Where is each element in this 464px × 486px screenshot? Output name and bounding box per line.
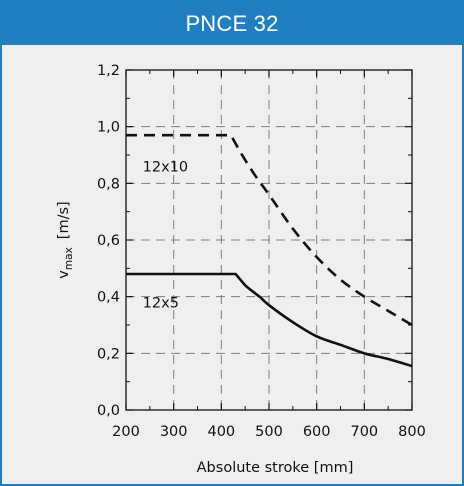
y-axis-label-sub: max — [63, 247, 75, 270]
y-tick-label: 0,8 — [97, 176, 120, 192]
y-tick-label: 0,0 — [97, 403, 120, 419]
y-tick-label: 1,2 — [97, 63, 120, 79]
x-tick-label: 400 — [207, 424, 235, 440]
x-tick-label: 200 — [112, 424, 140, 440]
series-line-12x10 — [126, 133, 413, 327]
chart-header: PNCE 32 — [2, 2, 462, 45]
series-label-12x5: 12x5 — [143, 295, 179, 311]
series-line-12x5 — [126, 272, 413, 368]
y-tick-label: 0,4 — [97, 290, 120, 306]
chart-header-title: PNCE 32 — [185, 10, 279, 36]
x-tick-label: 700 — [350, 424, 378, 440]
y-tick-label: 0,2 — [97, 346, 120, 362]
y-axis-label-main: v — [56, 270, 72, 279]
x-axis-label: Absolute stroke [mm] — [197, 460, 354, 476]
series-label-12x10: 12x10 — [143, 159, 188, 175]
x-tick-label: 600 — [303, 424, 331, 440]
y-axis-label: vmax [m/s] — [56, 201, 75, 278]
x-tick-label: 300 — [160, 424, 188, 440]
y-tick-label: 0,6 — [97, 233, 120, 249]
y-tick-label: 1,0 — [97, 120, 120, 136]
x-tick-label: 800 — [398, 424, 426, 440]
y-axis-label-unit: [m/s] — [56, 201, 72, 239]
x-tick-label: 500 — [255, 424, 283, 440]
